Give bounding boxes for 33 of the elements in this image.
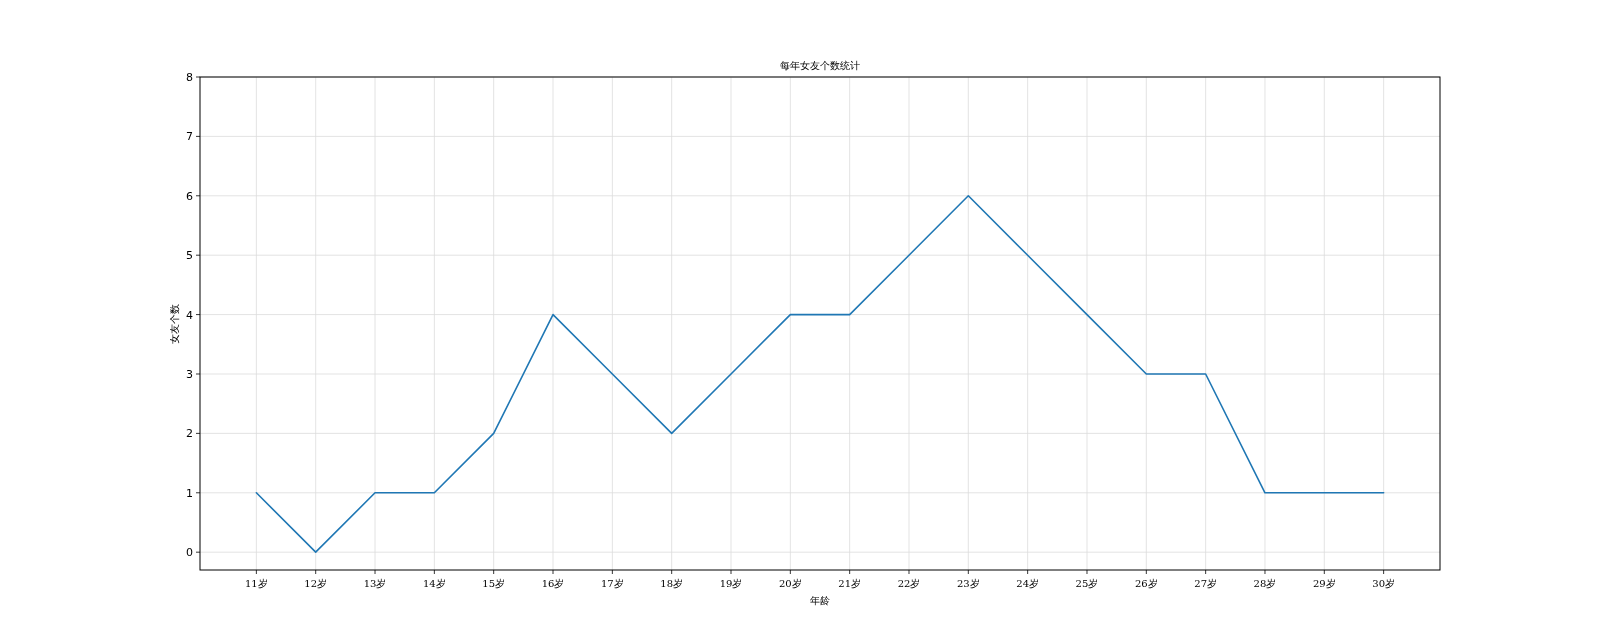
y-tick-label: 0 (186, 546, 193, 560)
chart-title: 每年女友个数统计 (780, 60, 860, 71)
y-axis-title: 女友个数 (169, 303, 180, 344)
x-tick-label: 26岁 (1134, 578, 1158, 589)
x-tick-label: 25岁 (1075, 578, 1099, 589)
x-tick-label: 23岁 (956, 578, 980, 589)
x-tick-label: 29岁 (1312, 578, 1336, 589)
x-tick-label: 19岁 (719, 578, 743, 589)
x-tick-label: 22岁 (897, 578, 921, 589)
x-tick-label: 16岁 (541, 578, 565, 589)
x-tick-label: 17岁 (600, 578, 624, 589)
x-tick-label: 30岁 (1372, 578, 1395, 589)
x-tick-label: 14岁 (422, 578, 446, 589)
x-tick-label: 11岁 (245, 578, 268, 589)
x-tick-label: 28岁 (1253, 578, 1277, 589)
y-tick-label: 5 (186, 249, 193, 263)
x-tick-label: 21岁 (838, 578, 862, 589)
x-tick-label: 20岁 (778, 578, 802, 589)
y-tick-label: 2 (186, 427, 193, 441)
y-tick-label: 4 (186, 308, 193, 322)
y-tick-label: 1 (186, 486, 193, 500)
x-tick-label: 18岁 (660, 578, 684, 589)
x-tick-label: 15岁 (482, 578, 506, 589)
line-series (255, 195, 1385, 553)
x-tick-label: 12岁 (304, 578, 328, 589)
x-tick-label: 13岁 (363, 578, 387, 589)
y-tick-label: 7 (186, 130, 193, 144)
x-axis-title: 年龄 (810, 595, 830, 606)
x-tick-label: 24岁 (1016, 578, 1040, 589)
x-tick-label: 27岁 (1194, 578, 1218, 589)
y-tick-label: 8 (186, 71, 193, 84)
y-tick-label: 6 (186, 189, 193, 203)
y-tick-label: 3 (186, 367, 193, 381)
